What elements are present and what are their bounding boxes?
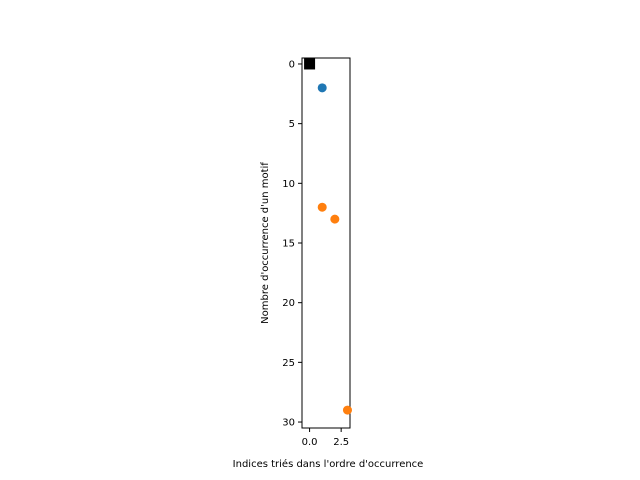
y-tick-label: 20	[282, 298, 295, 309]
data-point	[317, 83, 327, 93]
y-axis-ticks: 0 5 10 15 20 25 30	[282, 59, 302, 429]
plot-frame	[301, 57, 351, 429]
y-tick-label: 30	[282, 418, 295, 429]
y-tick-label: 10	[282, 179, 295, 190]
data-point	[330, 214, 340, 224]
x-axis-ticks: 0.0 2.5	[302, 428, 349, 448]
y-tick-label: 25	[282, 358, 295, 369]
x-tick-label: 0.0	[302, 437, 318, 448]
y-tick-label: 5	[289, 119, 295, 130]
x-tick-label: 2.5	[333, 437, 349, 448]
data-point	[342, 405, 352, 415]
y-tick-label: 15	[282, 239, 295, 250]
data-points	[304, 58, 352, 415]
y-tick-label: 0	[289, 59, 295, 70]
x-axis-label: Indices triés dans l'ordre d'occurrence	[233, 458, 424, 470]
data-point	[317, 202, 327, 212]
y-axis-label: Nombre d'occurrence d'un motif	[260, 162, 271, 324]
data-point-square	[304, 58, 316, 70]
plot-area	[301, 57, 351, 429]
